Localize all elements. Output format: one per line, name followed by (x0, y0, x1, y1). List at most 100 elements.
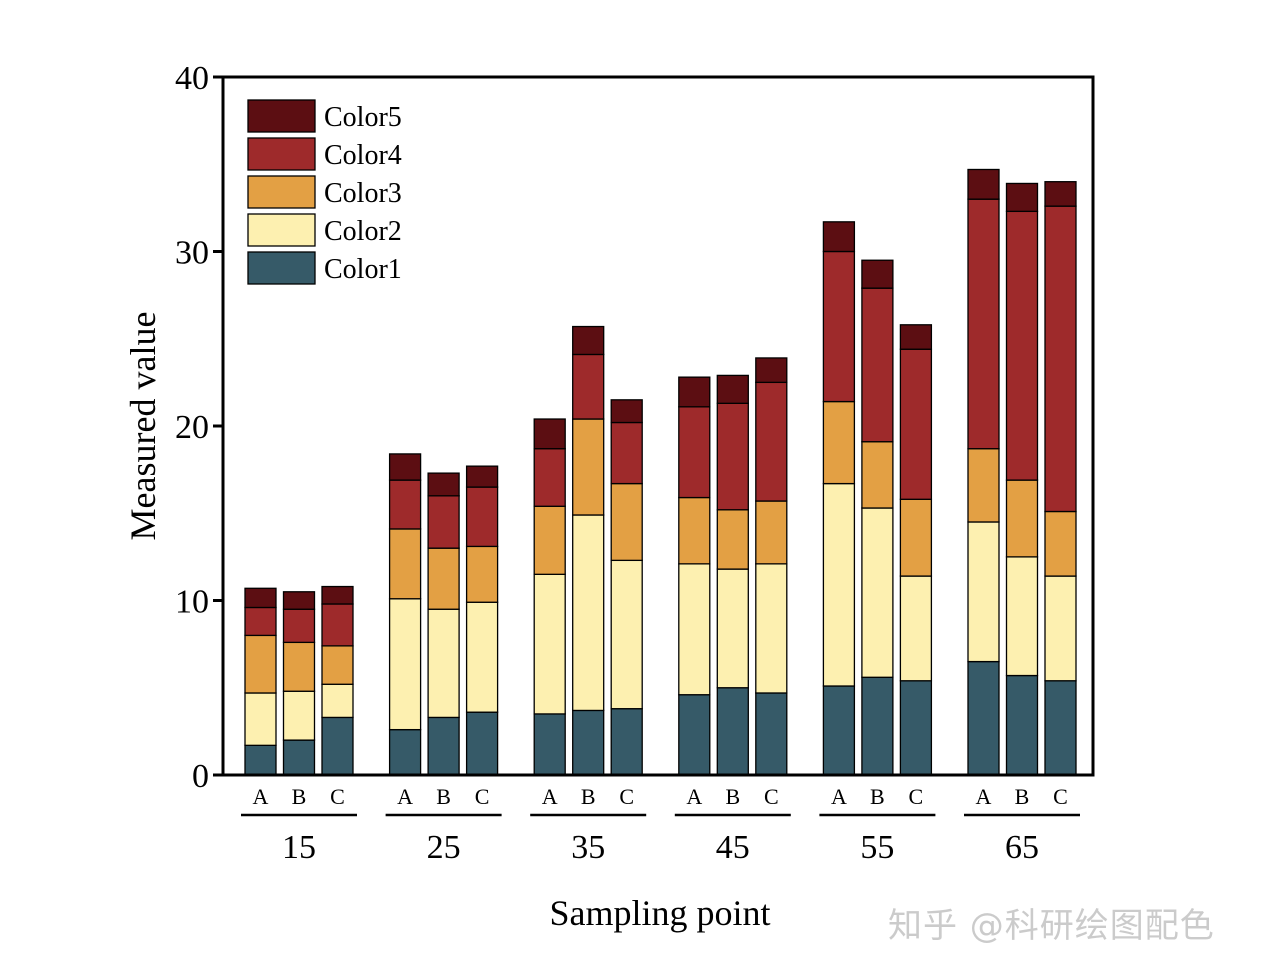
subcategory-label: B (581, 784, 596, 809)
legend-swatch-color3 (247, 175, 316, 209)
bar-segment-35-A-color2 (533, 573, 566, 715)
bar-segment-15-C-color3 (321, 645, 354, 685)
bar-segment-25-B-color2 (427, 608, 460, 719)
bar-segment-45-C-color1 (755, 692, 788, 776)
bar-segment-45-C-color2 (755, 563, 788, 694)
bar-segment-15-B-color3 (282, 641, 316, 692)
bar-segment-45-A-color2 (678, 563, 711, 696)
subcategory-label: C (475, 784, 490, 809)
bar-segment-65-C-color1 (1044, 680, 1077, 776)
legend-swatch-color4 (247, 137, 316, 171)
bar-segment-65-A-color1 (967, 660, 1000, 776)
subcategory-label: C (1053, 784, 1068, 809)
bar-segment-35-C-color3 (610, 482, 643, 562)
bar-segment-15-C-color1 (321, 716, 354, 776)
bar-segment-55-A-color4 (822, 250, 856, 403)
legend-swatch-color2 (247, 213, 316, 247)
subcategory-label: A (253, 784, 269, 809)
bar-segment-65-B-color1 (1005, 674, 1039, 776)
bar-segment-45-C-color5 (755, 357, 788, 384)
bar-segment-45-B-color2 (716, 568, 749, 689)
bar-segment-25-C-color4 (465, 486, 499, 548)
bar-segment-25-C-color1 (465, 711, 499, 776)
bar-segment-55-A-color2 (822, 482, 856, 687)
bar-segment-55-B-color3 (861, 441, 894, 509)
y-tick-label: 0 (192, 758, 209, 795)
bar-segment-55-A-color1 (822, 685, 856, 776)
bar-segment-25-A-color5 (388, 453, 422, 481)
bar-segment-15-B-color2 (282, 690, 316, 741)
bar-segment-65-A-color2 (967, 521, 1000, 663)
bar-segment-35-B-color1 (572, 709, 605, 776)
bar-segment-35-B-color4 (572, 353, 605, 420)
bar-segment-65-C-color5 (1044, 181, 1077, 207)
subcategory-label: A (397, 784, 413, 809)
bar-segment-65-C-color4 (1044, 205, 1077, 513)
bar-segment-25-A-color2 (388, 598, 422, 731)
bar-segment-45-A-color4 (678, 406, 711, 499)
bar-segment-25-A-color3 (388, 528, 422, 600)
bar-segment-25-C-color3 (465, 545, 499, 603)
bar-segment-35-C-color5 (610, 399, 643, 424)
legend-label-color3: Color3 (324, 178, 402, 209)
bar-segment-45-B-color1 (716, 687, 749, 776)
bars-layer (244, 168, 1077, 776)
y-tick-label: 10 (175, 584, 209, 621)
bar-segment-65-B-color2 (1005, 556, 1039, 677)
y-axis-label: Measured value (123, 312, 163, 541)
subcategory-label: B (725, 784, 740, 809)
legend-label-color1: Color1 (324, 254, 402, 285)
bar-segment-35-C-color2 (610, 559, 643, 710)
bar-segment-65-B-color4 (1005, 210, 1039, 481)
legend-label-color5: Color5 (324, 102, 402, 133)
bar-segment-65-C-color2 (1044, 575, 1077, 682)
bar-segment-55-C-color2 (899, 575, 933, 682)
group-label: 15 (282, 829, 316, 866)
bar-segment-25-C-color2 (465, 601, 499, 713)
y-tick-label: 30 (175, 235, 209, 272)
bar-segment-25-A-color1 (388, 728, 422, 776)
bar-segment-35-A-color3 (533, 505, 566, 575)
subcategory-label: C (909, 784, 924, 809)
bar-segment-15-C-color4 (321, 603, 354, 647)
bar-segment-15-B-color4 (282, 608, 316, 644)
group-label: 25 (427, 829, 461, 866)
bar-segment-65-A-color3 (967, 448, 1000, 523)
subcategory-label: B (1015, 784, 1030, 809)
group-label: 45 (716, 829, 750, 866)
bar-segment-15-C-color2 (321, 683, 354, 719)
bar-segment-15-A-color4 (244, 606, 277, 637)
subcategory-label: A (542, 784, 558, 809)
bar-segment-55-A-color5 (822, 221, 856, 253)
group-label: 55 (860, 829, 894, 866)
bar-segment-25-A-color4 (388, 479, 422, 530)
subcategory-label: C (619, 784, 634, 809)
subcategory-label: C (764, 784, 779, 809)
bar-segment-65-A-color4 (967, 198, 1000, 450)
subcategory-label: C (330, 784, 345, 809)
y-tick-label: 20 (175, 409, 209, 446)
watermark-text: 知乎 @科研绘图配色 (888, 906, 1215, 946)
bar-segment-35-A-color5 (533, 418, 566, 450)
bar-segment-35-A-color1 (533, 713, 566, 776)
bar-segment-15-A-color5 (244, 587, 277, 609)
bar-segment-55-B-color4 (861, 287, 894, 443)
bar-segment-45-B-color5 (716, 374, 749, 404)
bar-segment-35-C-color1 (610, 708, 643, 776)
subcategory-label: B (870, 784, 885, 809)
x-axis-label: Sampling point (549, 893, 770, 933)
bar-segment-15-C-color5 (321, 585, 354, 605)
bar-segment-35-B-color2 (572, 514, 605, 712)
bar-segment-15-A-color1 (244, 744, 277, 776)
bar-segment-55-B-color5 (861, 259, 894, 289)
bar-segment-15-B-color1 (282, 739, 316, 776)
subcategory-label: A (686, 784, 702, 809)
bar-segment-45-A-color3 (678, 496, 711, 565)
legend-swatch-color5 (247, 99, 316, 133)
bar-segment-25-B-color1 (427, 716, 460, 776)
bar-segment-45-C-color3 (755, 500, 788, 565)
bar-segment-15-A-color3 (244, 634, 277, 694)
bar-segment-55-B-color1 (861, 676, 894, 776)
bar-segment-55-C-color5 (899, 324, 933, 350)
